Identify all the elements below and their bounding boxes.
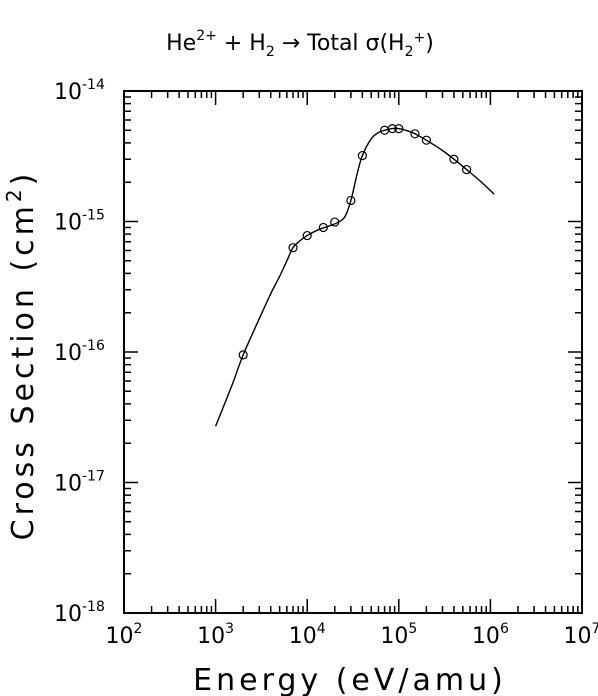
y-tick-label: 10-14: [54, 77, 105, 105]
y-axis-label: Cross Section (cm2): [2, 170, 41, 541]
x-tick-label: 103: [197, 621, 234, 649]
fit-curve: [214, 127, 495, 427]
tick-path: [123, 90, 583, 614]
x-tick-label: 102: [106, 621, 143, 649]
y-tick-label: 10-18: [54, 599, 105, 627]
x-axis-label: Energy (eV/amu): [193, 663, 507, 696]
data-point-marker: [449, 154, 459, 164]
data-point-marker: [421, 135, 431, 145]
data-point-marker: [346, 195, 356, 206]
x-tick-labels: 102 103 104 105 106 107: [106, 621, 598, 649]
x-tick-label: 106: [472, 621, 509, 649]
y-tick-label: 10-17: [54, 469, 105, 497]
data-point-marker: [238, 350, 248, 360]
data-series: [214, 124, 495, 427]
tick-marks: [123, 90, 583, 614]
data-point-marker: [302, 230, 312, 241]
chart-title: He2+ + H2 → Total σ(H2+): [166, 28, 434, 60]
y-tick-labels: 10-18 10-17 10-16 10-15 10-14: [54, 77, 105, 627]
x-tick-label: 107: [564, 621, 598, 649]
data-point-marker: [410, 129, 420, 139]
x-tick-label: 105: [380, 621, 417, 649]
data-point-marker: [288, 243, 298, 253]
data-point-marker: [357, 150, 367, 161]
y-tick-label: 10-15: [54, 208, 105, 236]
data-point-marker: [462, 164, 472, 175]
y-tick-label: 10-16: [54, 338, 105, 366]
plot-frame: [123, 90, 583, 614]
data-point-marker: [318, 222, 328, 233]
x-tick-label: 104: [289, 621, 326, 649]
